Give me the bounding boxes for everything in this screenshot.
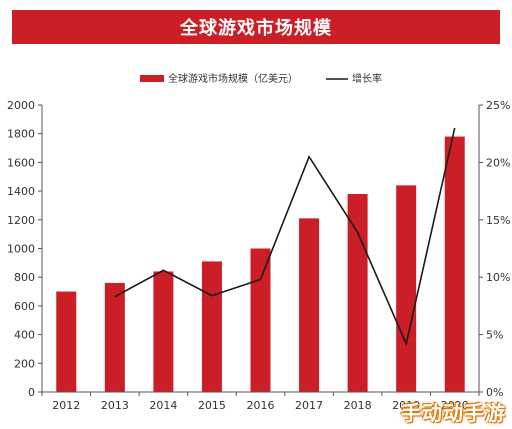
y-left-tick-label: 200 <box>14 357 35 370</box>
y-right-tick-label: 10% <box>486 271 510 284</box>
axes-group: 0 200 400 600 800 1000 1200 1400 1600 1800 2000 0% 5… <box>7 99 510 412</box>
x-tick-label: 2013 <box>101 399 129 412</box>
bar <box>347 193 368 392</box>
bar <box>299 218 320 392</box>
chart-title: 全球游戏市场规模 <box>180 18 332 39</box>
y-right-tick-label: 15% <box>486 214 510 227</box>
legend-bar-swatch <box>140 75 164 82</box>
bar <box>444 136 465 392</box>
bar <box>153 271 174 392</box>
growth-rate-line <box>114 127 456 347</box>
y-right-tick-label: 25% <box>486 99 510 112</box>
y-right-tick-label: 0% <box>486 386 503 399</box>
y-left-tick-label: 1200 <box>7 214 35 227</box>
x-tick-label: 2012 <box>52 399 80 412</box>
legend-line-label: 增长率 <box>352 72 382 85</box>
y-left-tick-label: 1600 <box>7 156 35 169</box>
x-tick-label: 2015 <box>198 399 226 412</box>
x-tick-label: 2016 <box>247 399 275 412</box>
watermark-logo: 手动动手游 <box>401 401 506 425</box>
bar <box>56 291 77 392</box>
growth-line-group <box>114 127 456 347</box>
bar <box>396 185 417 392</box>
y-right-tick-label: 20% <box>486 156 510 169</box>
y-left-tick-label: 1800 <box>7 128 35 141</box>
x-tick-label: 2018 <box>344 399 372 412</box>
y-left-tick-label: 0 <box>28 386 35 399</box>
y-left-tick-label: 600 <box>14 300 35 313</box>
y-left-tick-label: 1000 <box>7 243 35 256</box>
chart-title-bar: 全球游戏市场规模 <box>12 10 500 44</box>
bar <box>250 248 271 392</box>
legend-bar-label: 全球游戏市场规模（亿美元） <box>168 72 298 85</box>
x-tick-label: 2014 <box>149 399 177 412</box>
y-left-tick-label: 800 <box>14 271 35 284</box>
y-left-tick-label: 1400 <box>7 185 35 198</box>
y-left-tick-label: 2000 <box>7 99 35 112</box>
x-tick-label: 2020 <box>441 399 469 412</box>
x-tick-label: 2019 <box>392 399 420 412</box>
x-tick-label: 2017 <box>295 399 323 412</box>
y-left-tick-label: 400 <box>14 329 35 342</box>
bar <box>201 261 222 392</box>
y-right-tick-label: 5% <box>486 329 503 342</box>
legend: 全球游戏市场规模（亿美元） 增长率 <box>140 72 382 85</box>
bars-group <box>56 136 465 392</box>
bar <box>104 282 125 392</box>
